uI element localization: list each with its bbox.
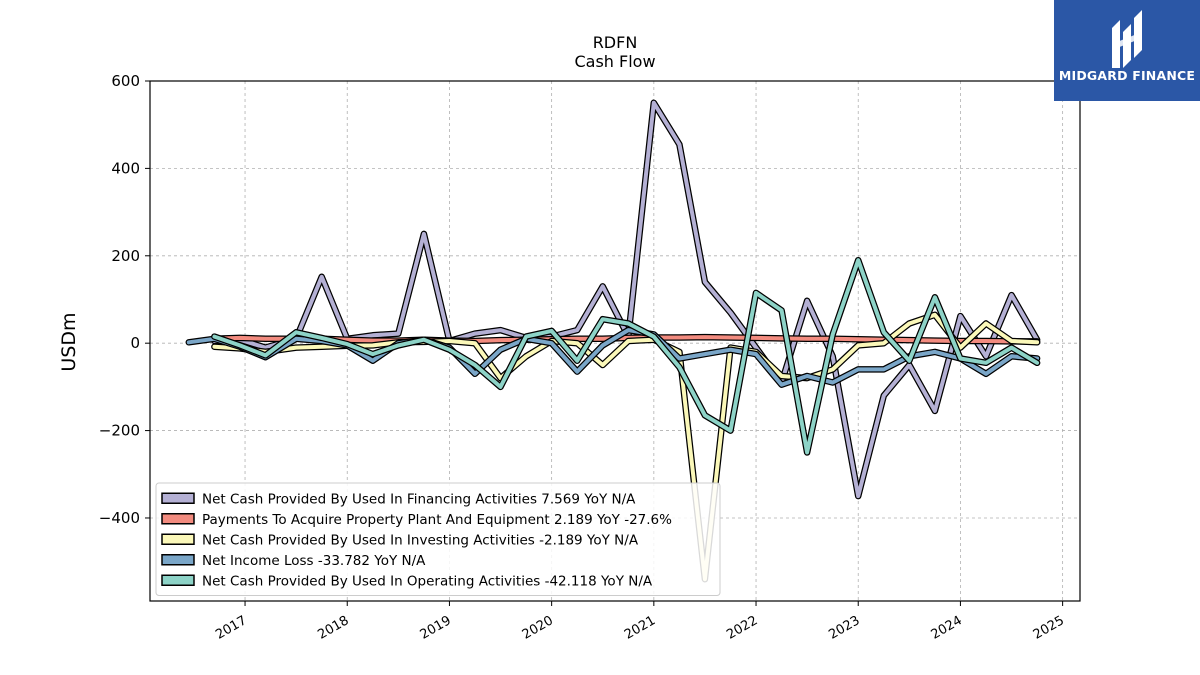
legend-swatch	[161, 533, 195, 545]
chart-title: RDFN	[593, 33, 638, 52]
brand-name: MIDGARD FINANCE	[1058, 68, 1196, 83]
legend-swatch	[161, 492, 195, 504]
x-axis: 2017 2018 2019 2020 2021 2022 2023 2024 2025	[213, 601, 1067, 643]
series-outline	[211, 256, 1041, 456]
legend-label: Net Income Loss -33.782 YoY N/A	[202, 553, 426, 569]
x-tick-label: 2019	[418, 613, 454, 643]
legend-label: Payments To Acquire Property Plant And E…	[202, 512, 672, 528]
legend-label: Net Cash Provided By Used In Operating A…	[202, 573, 653, 589]
legend-box	[155, 482, 721, 596]
plot-frame	[149, 80, 1081, 602]
y-tick-label: 400	[111, 159, 140, 177]
y-tick-label: 600	[111, 72, 140, 90]
legend: Net Cash Provided By Used In Financing A…	[155, 482, 721, 596]
y-axis: 600 400 200 0 −200 −400	[99, 72, 150, 527]
legend-item: Net Cash Provided By Used In Financing A…	[161, 491, 636, 507]
midgard-finance-logo: MIDGARD FINANCE	[1054, 0, 1200, 101]
y-tick-label: −400	[99, 509, 140, 527]
legend-swatch	[161, 554, 195, 566]
legend-item: Payments To Acquire Property Plant And E…	[161, 512, 672, 528]
series-line	[211, 256, 1041, 456]
legend-item: Net Income Loss -33.782 YoY N/A	[161, 553, 426, 569]
legend-swatch	[161, 574, 195, 586]
chart-subtitle: Cash Flow	[574, 52, 655, 71]
x-tick-label: 2018	[315, 613, 351, 643]
legend-item: Net Cash Provided By Used In Investing A…	[161, 532, 639, 548]
x-tick-label: 2020	[520, 613, 556, 643]
legend-label: Net Cash Provided By Used In Investing A…	[202, 532, 639, 548]
x-tick-label: 2022	[724, 613, 760, 643]
legend-swatch	[161, 513, 195, 525]
x-tick-label: 2021	[622, 613, 658, 643]
y-tick-label: 200	[111, 247, 140, 265]
brand-mark-icon	[1112, 10, 1142, 68]
legend-item: Net Cash Provided By Used In Operating A…	[161, 573, 653, 589]
x-tick-label: 2024	[929, 613, 965, 643]
series-stroke	[212, 258, 1040, 455]
series-stroke	[212, 100, 1040, 499]
series-outline	[211, 99, 1041, 500]
series-line	[211, 99, 1041, 500]
y-tick-label: 0	[130, 334, 140, 352]
y-tick-label: −200	[99, 422, 140, 440]
series-group	[185, 99, 1041, 583]
x-tick-label: 2017	[213, 613, 249, 643]
y-axis-label: USDm	[58, 312, 80, 371]
legend-label: Net Cash Provided By Used In Financing A…	[202, 491, 636, 507]
x-tick-label: 2025	[1031, 613, 1067, 643]
x-tick-label: 2023	[826, 613, 862, 643]
